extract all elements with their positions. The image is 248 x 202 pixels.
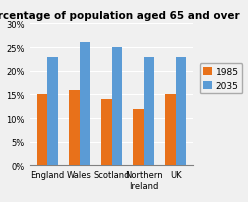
Bar	[144, 57, 154, 166]
Bar	[101, 100, 112, 166]
Bar	[112, 48, 122, 166]
Bar	[165, 95, 176, 166]
Bar	[133, 109, 144, 166]
Bar	[37, 95, 47, 166]
Legend: 1985, 2035: 1985, 2035	[200, 64, 243, 94]
Bar	[47, 57, 58, 166]
Bar	[176, 57, 186, 166]
Bar	[80, 43, 90, 166]
Bar	[69, 90, 80, 166]
Title: Percentage of population aged 65 and over: Percentage of population aged 65 and ove…	[0, 11, 240, 21]
